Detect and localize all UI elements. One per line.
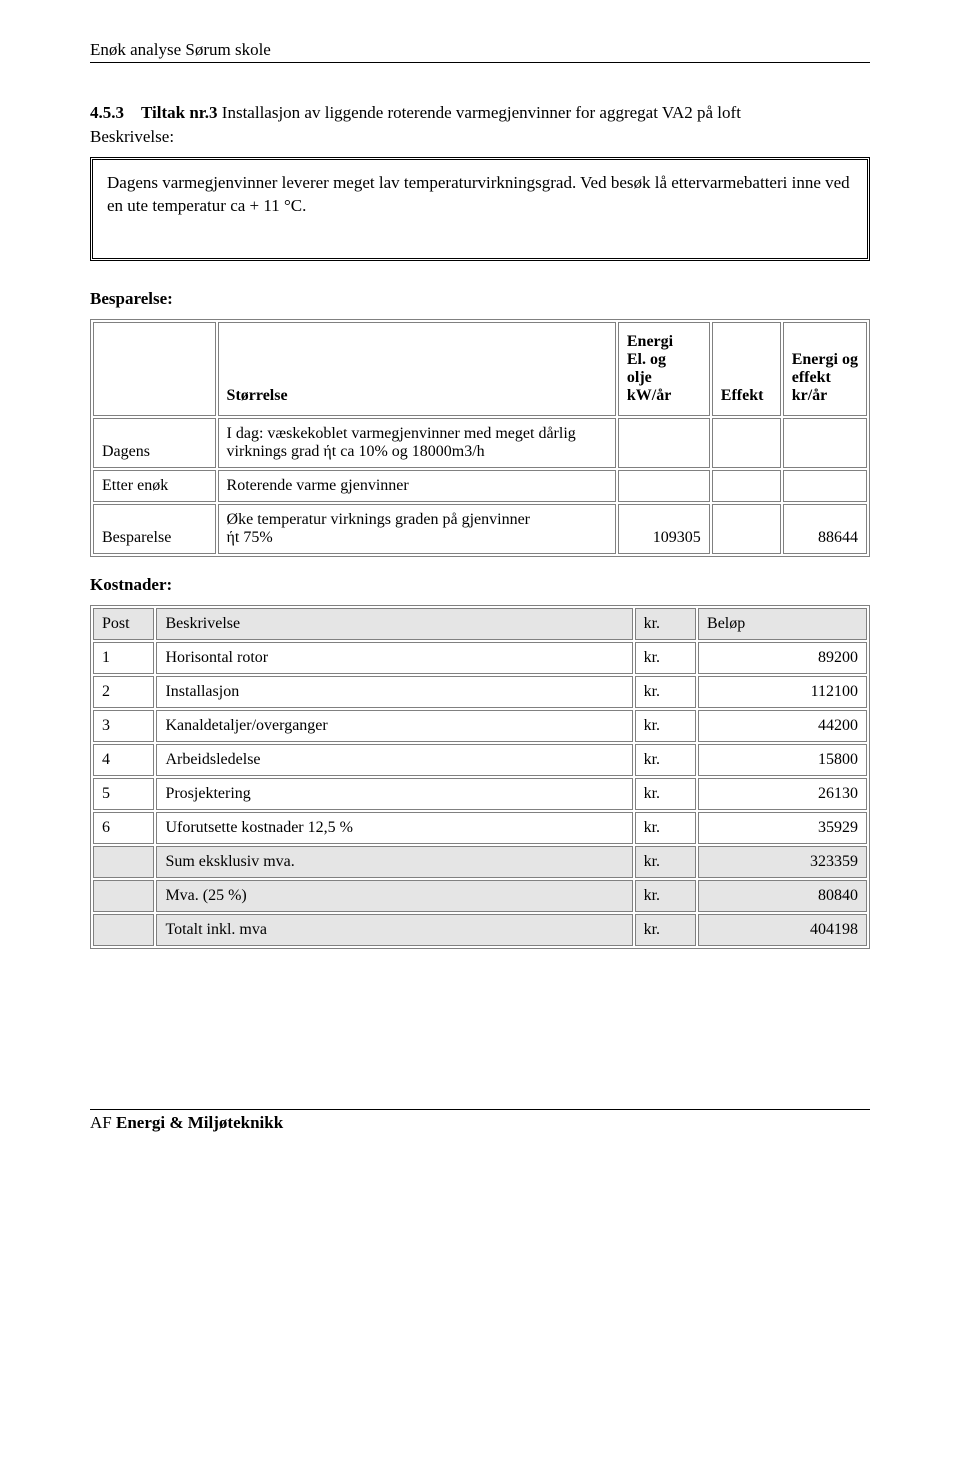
- table-row: Totalt inkl. mva kr. 404198: [93, 914, 867, 946]
- total-kr: kr.: [635, 914, 696, 946]
- section-number: 4.5.3: [90, 103, 124, 122]
- cell-t: Arbeidsledelse: [156, 744, 632, 776]
- table-row: Post Beskrivelse kr. Beløp: [93, 608, 867, 640]
- head-post: Post: [93, 608, 154, 640]
- cell-n: 2: [93, 676, 154, 708]
- footer-prefix: AF: [90, 1113, 116, 1132]
- table-row: Sum eksklusiv mva. kr. 323359: [93, 846, 867, 878]
- tiltak-body: Installasjon av liggende roterende varme…: [222, 103, 741, 122]
- cell-t: Prosjektering: [156, 778, 632, 810]
- cell-k: kr.: [635, 812, 696, 844]
- row-dagens-label: Dagens: [93, 418, 216, 468]
- cell-k: kr.: [635, 778, 696, 810]
- table-row: Størrelse Energi El. og olje kW/år Effek…: [93, 322, 867, 416]
- footer-bold: Energi & Miljøteknikk: [116, 1113, 283, 1132]
- table-row: 5 Prosjektering kr. 26130: [93, 778, 867, 810]
- table-row: 2 Installasjon kr. 112100: [93, 676, 867, 708]
- row-besp-label: Besparelse: [93, 504, 216, 554]
- doc-footer: AF Energi & Miljøteknikk: [90, 1109, 870, 1133]
- table-row: 1 Horisontal rotor kr. 89200: [93, 642, 867, 674]
- mva-label: Mva. (25 %): [156, 880, 632, 912]
- description-box: Dagens varmegjenvinner leverer meget lav…: [90, 157, 870, 261]
- total-val: 404198: [698, 914, 867, 946]
- cell-t: Uforutsette kostnader 12,5 %: [156, 812, 632, 844]
- table-row: 6 Uforutsette kostnader 12,5 % kr. 35929: [93, 812, 867, 844]
- cell-k: kr.: [635, 642, 696, 674]
- head-kr: kr.: [635, 608, 696, 640]
- cell-k: kr.: [635, 710, 696, 742]
- head-energi-l1: Energi: [627, 333, 673, 350]
- beskrivelse-label: Beskrivelse:: [90, 127, 870, 147]
- row-besp-text2: ήt 75%: [227, 529, 273, 546]
- head-krar: kr/år: [792, 387, 828, 404]
- table-row: Mva. (25 %) kr. 80840: [93, 880, 867, 912]
- cell-v: 112100: [698, 676, 867, 708]
- sum-val: 323359: [698, 846, 867, 878]
- head-energiog: Energi og: [792, 351, 858, 368]
- cell-v: 89200: [698, 642, 867, 674]
- head-effekt: Effekt: [721, 387, 764, 404]
- head-energi-l2: El. og: [627, 351, 666, 368]
- row-etter-text: Roterende varme gjenvinner: [218, 470, 616, 502]
- head-belop: Beløp: [698, 608, 867, 640]
- kostnader-label: Kostnader:: [90, 575, 870, 595]
- cell-k: kr.: [635, 676, 696, 708]
- cell-t: Horisontal rotor: [156, 642, 632, 674]
- head-beskrivelse: Beskrivelse: [156, 608, 632, 640]
- doc-header: Enøk analyse Sørum skole: [90, 40, 870, 63]
- besparelse-table: Størrelse Energi El. og olje kW/år Effek…: [90, 319, 870, 557]
- tiltak-prefix: Tiltak nr.3: [141, 103, 218, 122]
- table-row: 4 Arbeidsledelse kr. 15800: [93, 744, 867, 776]
- cell-v: 26130: [698, 778, 867, 810]
- mva-val: 80840: [698, 880, 867, 912]
- cell-k: kr.: [635, 744, 696, 776]
- head-energi-l3: olje: [627, 369, 652, 386]
- table-row: Dagens I dag: væskekoblet varmegjenvinne…: [93, 418, 867, 468]
- section-title: 4.5.3 Tiltak nr.3 Installasjon av liggen…: [90, 103, 870, 123]
- row-besp-text1: Øke temperatur virknings graden på gjenv…: [227, 511, 530, 528]
- total-label: Totalt inkl. mva: [156, 914, 632, 946]
- cell-n: 1: [93, 642, 154, 674]
- kostnader-table: Post Beskrivelse kr. Beløp 1 Horisontal …: [90, 605, 870, 949]
- besparelse-label: Besparelse:: [90, 289, 870, 309]
- table-row: 3 Kanaldetaljer/overganger kr. 44200: [93, 710, 867, 742]
- cell-v: 44200: [698, 710, 867, 742]
- sum-label: Sum eksklusiv mva.: [156, 846, 632, 878]
- row-etter-label: Etter enøk: [93, 470, 216, 502]
- table-row: Etter enøk Roterende varme gjenvinner: [93, 470, 867, 502]
- cell-t: Installasjon: [156, 676, 632, 708]
- row-besp-energy: 109305: [618, 504, 710, 554]
- cell-n: 3: [93, 710, 154, 742]
- row-dagens-text: I dag: væskekoblet varmegjenvinner med m…: [218, 418, 616, 468]
- cell-v: 15800: [698, 744, 867, 776]
- row-besp-kr: 88644: [783, 504, 867, 554]
- head-energi-l4: kW/år: [627, 387, 671, 404]
- cell-n: 6: [93, 812, 154, 844]
- cell-t: Kanaldetaljer/overganger: [156, 710, 632, 742]
- cell-v: 35929: [698, 812, 867, 844]
- cell-n: 4: [93, 744, 154, 776]
- cell-n: 5: [93, 778, 154, 810]
- table-row: Besparelse Øke temperatur virknings grad…: [93, 504, 867, 554]
- head-storrelse: Størrelse: [227, 387, 288, 404]
- head-effekt2: effekt: [792, 369, 831, 386]
- mva-kr: kr.: [635, 880, 696, 912]
- sum-kr: kr.: [635, 846, 696, 878]
